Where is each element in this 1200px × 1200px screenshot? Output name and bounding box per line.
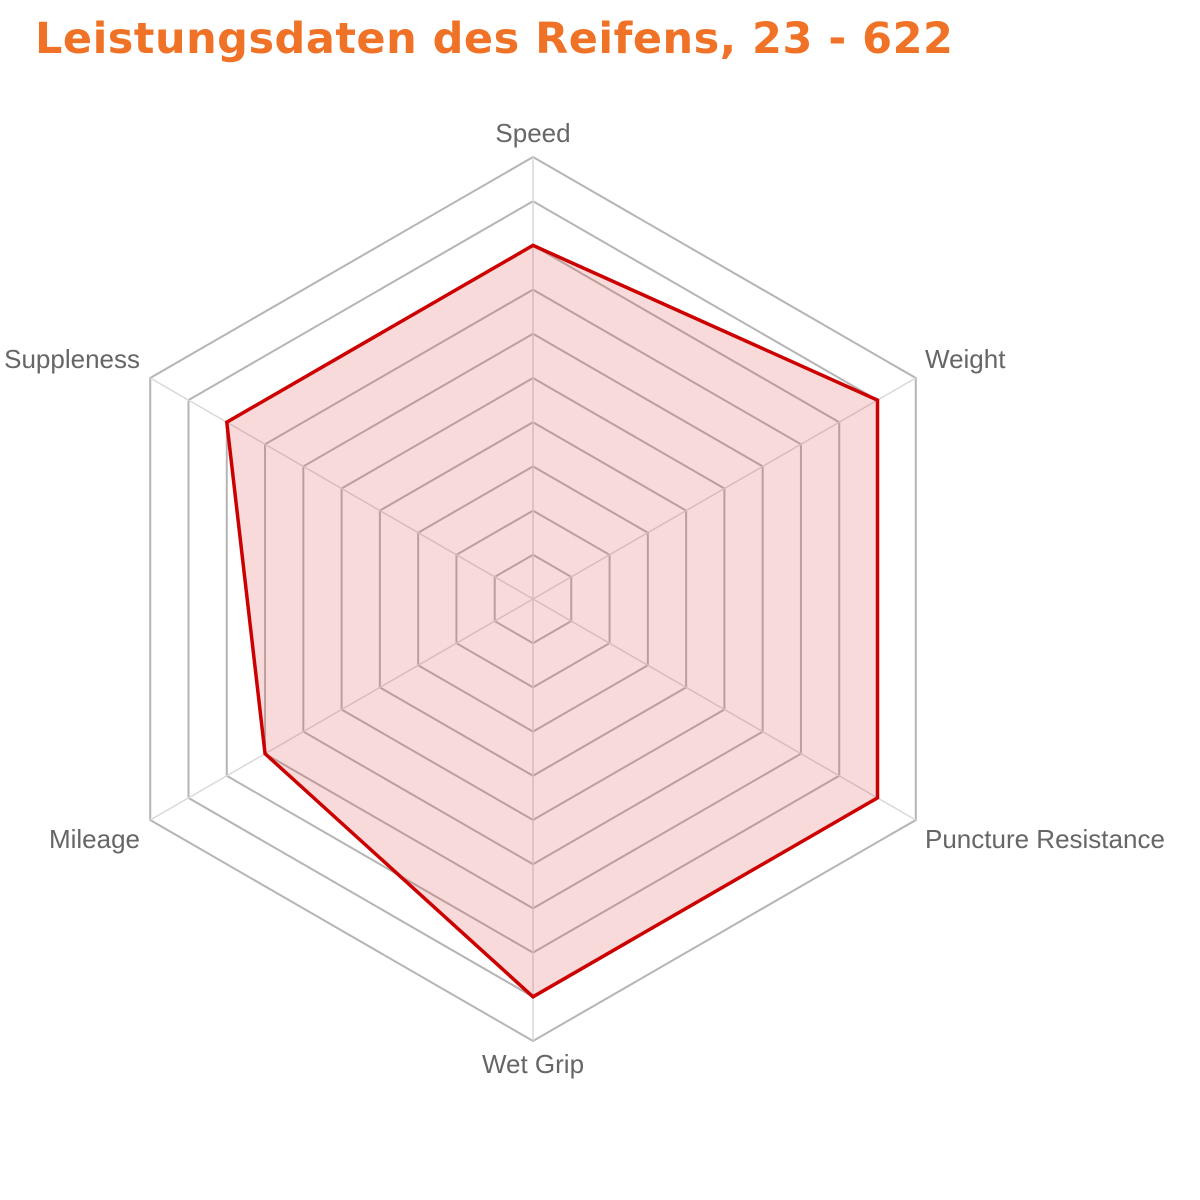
axis-spoke — [532, 598, 917, 821]
axis-spoke — [532, 377, 917, 600]
radar-spokes — [149, 157, 917, 1041]
axis-label-suppleness: Suppleness — [4, 344, 140, 374]
chart-title: Leistungsdaten des Reifens, 23 - 622 — [35, 14, 954, 64]
axis-label-wet-grip: Wet Grip — [482, 1049, 584, 1079]
axis-label-mileage: Mileage — [49, 824, 140, 854]
axis-label-weight: Weight — [925, 344, 1006, 374]
axis-label-speed: Speed — [495, 118, 570, 148]
axis-label-puncture-resistance: Puncture Resistance — [925, 824, 1165, 854]
axis-labels: Speed Weight Puncture Resistance Wet Grip Mi… — [4, 118, 1165, 1079]
axis-spoke — [149, 598, 534, 821]
series-area — [224, 243, 880, 999]
axis-spoke — [149, 377, 534, 600]
radar-series — [224, 243, 880, 999]
